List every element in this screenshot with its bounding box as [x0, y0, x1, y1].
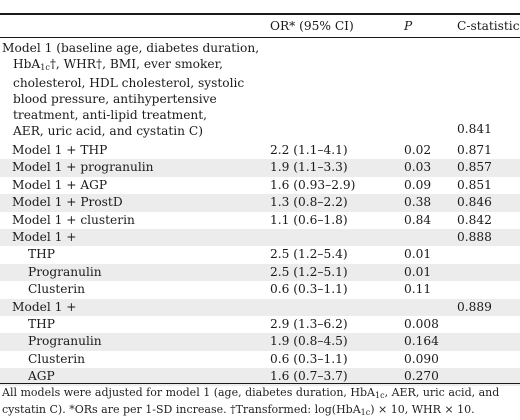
row-label: Clusterin: [28, 282, 86, 297]
row-label: AGP: [28, 369, 55, 384]
model1-line: HbA1c†, WHR†, BMI, ever smoker,: [13, 56, 223, 72]
row-label: Model 1 + progranulin: [12, 160, 154, 175]
model1-line: blood pressure, antihypertensive: [13, 91, 217, 106]
row-label: Model 1 + THP: [12, 143, 108, 157]
row-or: 1.3 (0.8–2.2): [270, 195, 348, 210]
row-p: 0.02: [404, 143, 432, 157]
table-row: Clusterin 0.6 (0.3–1.1) 0.090: [0, 351, 520, 368]
row-label: Progranulin: [28, 334, 102, 349]
row-or: 1.6 (0.7–3.7): [270, 369, 348, 384]
row-p: 0.01: [404, 264, 432, 279]
row-c-statistic: 0.871: [457, 143, 492, 157]
row-p: 0.008: [404, 317, 439, 331]
table-row: Model 1 + 0.889: [0, 298, 520, 316]
table-footnote: All models were adjusted for model 1 (ag…: [2, 386, 500, 417]
row-c-statistic: 0.889: [457, 299, 492, 314]
table-row: THP 2.9 (1.3–6.2) 0.008: [0, 316, 520, 333]
table-row: AGP 1.6 (0.7–3.7) 0.270: [0, 368, 520, 386]
model1-line: AER, uric acid, and cystatin C): [13, 123, 203, 138]
model1-c-statistic: 0.841: [457, 122, 492, 136]
row-p: 0.01: [404, 247, 432, 262]
header-p: P: [404, 19, 413, 33]
header-c-statistic: C-statistic: [457, 19, 520, 33]
table-row: Model 1 + ProstD 1.3 (0.8–2.2) 0.38 0.846: [0, 194, 520, 212]
row-c-statistic: 0.857: [457, 160, 492, 175]
row-p: 0.090: [404, 351, 439, 366]
row-or: 2.5 (1.2–5.4): [270, 247, 348, 262]
row-label: Model 1 + clusterin: [12, 212, 135, 227]
row-or: 0.6 (0.3–1.1): [270, 282, 348, 297]
row-or: 1.1 (0.6–1.8): [270, 212, 348, 227]
row-label: THP: [28, 317, 55, 331]
table-row: THP 2.5 (1.2–5.4) 0.01: [0, 246, 520, 263]
table-row: Model 1 + progranulin 1.9 (1.1–3.3) 0.03 0.…: [0, 159, 520, 177]
row-p: 0.03: [404, 160, 432, 175]
row-label: Model 1 +: [12, 299, 77, 314]
row-p: 0.09: [404, 177, 432, 192]
table-row: Model 1 + AGP 1.6 (0.93–2.9) 0.09 0.851: [0, 177, 520, 194]
row-or: 1.9 (1.1–3.3): [270, 160, 348, 175]
header-rule: [0, 37, 520, 38]
row-label: THP: [28, 247, 55, 262]
row-p: 0.11: [404, 282, 432, 297]
row-c-statistic: 0.888: [457, 230, 492, 244]
row-p: 0.164: [404, 334, 439, 349]
row-label: Clusterin: [28, 351, 86, 366]
table-row: Model 1 + THP 2.2 (1.1–4.1) 0.02 0.871: [0, 142, 520, 159]
row-p: 0.84: [404, 212, 432, 227]
row-or: 2.2 (1.1–4.1): [270, 143, 348, 157]
row-label: Model 1 + AGP: [12, 177, 108, 192]
row-or: 0.6 (0.3–1.1): [270, 351, 348, 366]
table-row: Model 1 + clusterin 1.1 (0.6–1.8) 0.84 0.84…: [0, 212, 520, 229]
row-or: 2.5 (1.2–5.1): [270, 264, 348, 279]
table-row: Clusterin 0.6 (0.3–1.1) 0.11: [0, 281, 520, 298]
row-or: 2.9 (1.3–6.2): [270, 317, 348, 331]
table-row: Progranulin 2.5 (1.2–5.1) 0.01: [0, 263, 520, 282]
row-or: 1.6 (0.93–2.9): [270, 177, 356, 192]
model1-line: treatment, anti-lipid treatment,: [13, 107, 208, 122]
table-bottom-rule: [0, 383, 520, 384]
row-p: 0.38: [404, 195, 432, 210]
model1-line: cholesterol, HDL cholesterol, systolic: [13, 75, 245, 90]
row-c-statistic: 0.846: [457, 195, 492, 210]
row-or: 1.9 (0.8–4.5): [270, 334, 348, 349]
model1-label: Model 1 (baseline age, diabetes duration…: [2, 41, 262, 139]
row-label: Model 1 +: [12, 230, 77, 244]
table-row: Progranulin 1.9 (0.8–4.5) 0.164: [0, 333, 520, 351]
row-label: Progranulin: [28, 264, 102, 279]
model1-line: Model 1 (baseline age, diabetes duration…: [2, 41, 260, 55]
row-c-statistic: 0.842: [457, 212, 492, 227]
table-top-rule: [0, 13, 520, 15]
header-or: OR* (95% CI): [270, 19, 354, 33]
table-row: Model 1 + 0.888: [0, 229, 520, 247]
row-c-statistic: 0.851: [457, 177, 492, 192]
row-p: 0.270: [404, 369, 439, 384]
row-label: Model 1 + ProstD: [12, 195, 123, 210]
